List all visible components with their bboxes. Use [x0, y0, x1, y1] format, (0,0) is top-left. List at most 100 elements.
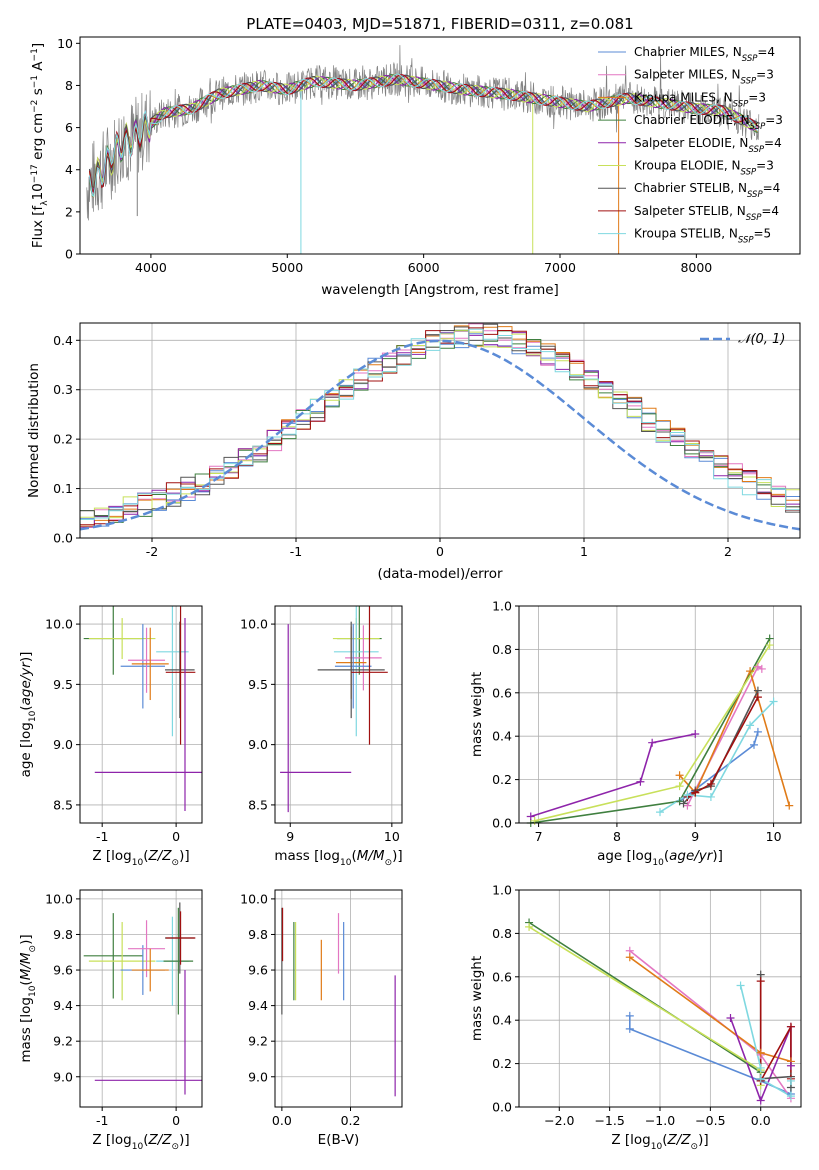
- y-tick-label: 8: [65, 78, 73, 93]
- x-axis-label: Z [log10(Z/Z⊙)]: [92, 848, 189, 868]
- y-tick-label: 9.4: [53, 998, 73, 1013]
- model-spectrum-stelib_chabrier: [88, 75, 759, 189]
- x-tick-label: 2: [724, 544, 732, 559]
- data-point-miles_kroupa: [756, 1048, 765, 1057]
- x-tick-label: 7000: [544, 260, 576, 275]
- plot-area-spectrum: [86, 45, 760, 254]
- y-tick-label: 9.6: [53, 963, 73, 978]
- y-axis-label: Flux [fλ10−17 erg cm−2 s−1 A−1]: [30, 43, 50, 248]
- legend-label: Chabrier ELODIE, NSSP=3: [634, 113, 783, 132]
- y-tick-label: 9.0: [248, 1069, 268, 1084]
- data-point-stelib_salpeter: [691, 788, 700, 797]
- legend-label: Salpeter ELODIE, NSSP=4: [634, 136, 782, 155]
- data-point-miles_chabrier: [750, 740, 758, 749]
- data-point-elodie_salpeter: [756, 1096, 765, 1105]
- y-tick-label: 9.8: [248, 927, 268, 942]
- series-line-elodie_chabrier: [528, 921, 762, 1081]
- data-point-stelib_kroupa: [736, 981, 745, 990]
- legend-label: Kroupa STELIB, NSSP=5: [634, 227, 771, 246]
- data-point-elodie_salpeter: [648, 738, 657, 747]
- axes-frame: [79, 605, 203, 824]
- y-tick-label: 0.2: [53, 432, 73, 447]
- data-point-elodie_salpeter: [526, 812, 535, 821]
- data-point-stelib_salpeter: [753, 693, 762, 702]
- data-point-miles_kroupa: [746, 667, 755, 676]
- x-tick-label: 10: [384, 829, 400, 844]
- axes-spectrum: 4000 5000 6000 7000 8000 0 2 4 6 8 10 wavelength [A…: [30, 36, 801, 298]
- data-point-miles_chabrier: [625, 1024, 634, 1033]
- y-tick-label: 0.0: [492, 1100, 512, 1115]
- legend-label: Chabrier MILES, NSSP=4: [634, 45, 775, 64]
- y-tick-label: 8.5: [248, 797, 268, 812]
- axes-residuals: -2 -1 0 1 2 0.0 0.1 0.2 0.3 0.4 (data-model)/error…: [26, 322, 801, 582]
- y-tick-label: 0.6: [492, 685, 512, 700]
- data-point-stelib_kroupa: [786, 1092, 795, 1101]
- series-line-stelib_chabrier: [759, 974, 792, 1088]
- data-point-elodie_kroupa: [675, 782, 684, 791]
- axes-frame: [274, 605, 403, 824]
- axes-frame: [274, 889, 403, 1108]
- data-point-stelib_salpeter: [706, 779, 715, 788]
- plot-area-age_vs_mass: [280, 606, 388, 813]
- x-tick-label: 0: [436, 544, 444, 559]
- x-tick-label: −0.5: [695, 1113, 725, 1128]
- legend-label: Salpeter STELIB, NSSP=4: [634, 204, 779, 223]
- axes-frame: [79, 36, 801, 255]
- data-point-miles_kroupa: [785, 801, 794, 810]
- y-tick-label: 9.4: [248, 998, 268, 1013]
- x-tick-label: -1: [96, 829, 108, 844]
- legend-label: Kroupa ELODIE, NSSP=3: [634, 159, 774, 178]
- y-tick-label: 4: [65, 162, 73, 177]
- y-tick-label: 9.0: [53, 1069, 73, 1084]
- axes-massweight_vs_Z: −2.0 −1.5 −1.0 −0.5 0.0 0.0 0.2 0.4 0.6 0.8 1.0 Z […: [469, 883, 802, 1152]
- y-tick-label: 10.0: [45, 891, 73, 906]
- y-tick-label: 0: [65, 247, 73, 262]
- series-line-elodie_salpeter: [530, 733, 696, 818]
- y-tick-label: 0.0: [53, 531, 73, 546]
- y-tick-label: 2: [65, 204, 73, 219]
- data-point-stelib_salpeter: [756, 977, 765, 986]
- legend-label: 𝒩(0, 1): [738, 332, 785, 347]
- x-tick-label: 1: [580, 544, 588, 559]
- series-line-elodie_chabrier: [530, 638, 771, 823]
- axes-massweight_vs_age: 7 8 9 10 0.0 0.2 0.4 0.6 0.8 1.0 age [log10(age/yr…: [469, 599, 802, 868]
- series-line-elodie_kroupa: [528, 926, 762, 1086]
- plot-area-residuals: [80, 323, 800, 531]
- x-tick-label: 0.0: [272, 1113, 292, 1128]
- y-tick-label: 0.1: [53, 481, 73, 496]
- y-axis-label: mass weight: [469, 956, 485, 1041]
- data-point-stelib_kroupa: [706, 792, 715, 801]
- y-tick-label: 0.0: [492, 816, 512, 831]
- x-axis-label: mass [log10(M/M⊙)]: [274, 848, 402, 868]
- axes-frame: [79, 889, 203, 1108]
- model-spectrum-elodie_chabrier: [88, 74, 758, 197]
- series-line-miles_kroupa: [679, 668, 791, 806]
- plot-area-mass_vs_Z: [83, 902, 202, 1095]
- y-tick-label: 0.3: [53, 382, 73, 397]
- data-point-stelib_kroupa: [746, 721, 755, 730]
- series-line-stelib_salpeter: [759, 981, 792, 1085]
- x-axis-label: wavelength [Angstrom, rest frame]: [321, 282, 559, 298]
- data-point-miles_salpeter: [757, 664, 766, 673]
- y-tick-label: 1.0: [492, 883, 512, 898]
- data-point-miles_kroupa: [625, 953, 634, 962]
- y-axis-label: mass weight: [469, 672, 485, 757]
- y-tick-label: 1.0: [492, 599, 512, 614]
- y-tick-label: 10.0: [240, 891, 268, 906]
- data-point-elodie_kroupa: [530, 816, 539, 825]
- data-point-stelib_kroupa: [769, 697, 778, 706]
- y-tick-label: 9.5: [248, 677, 268, 692]
- legend-label: Chabrier STELIB, NSSP=4: [634, 181, 780, 200]
- x-tick-label: -1: [290, 544, 302, 559]
- data-point-elodie_salpeter: [636, 777, 645, 786]
- data-point-elodie_salpeter: [786, 1061, 795, 1070]
- series-line-elodie_kroupa: [534, 644, 771, 822]
- data-point-stelib_kroupa: [786, 1076, 795, 1085]
- x-tick-label: 9: [691, 829, 699, 844]
- y-tick-label: 9.6: [248, 963, 268, 978]
- plot-area-age_vs_Z: [83, 606, 202, 811]
- x-tick-label: 8: [613, 829, 621, 844]
- x-tick-label: 9: [286, 829, 294, 844]
- residual-histogram-stelib_kroupa: [80, 328, 800, 520]
